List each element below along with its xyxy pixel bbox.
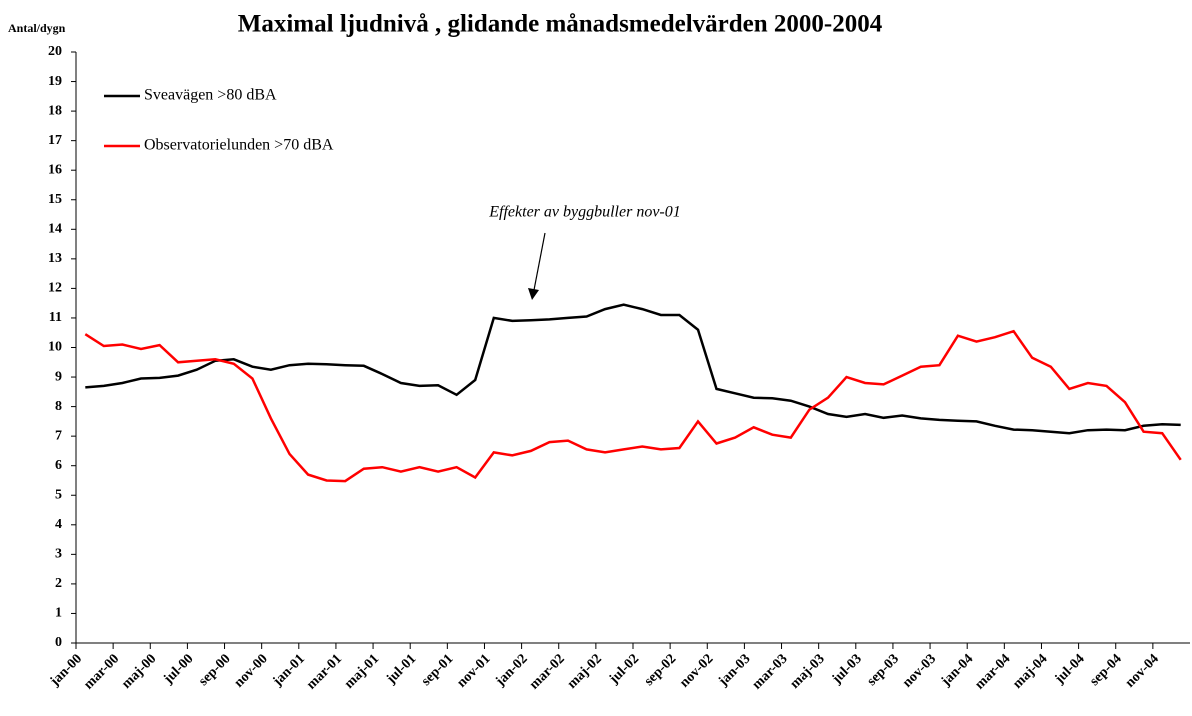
series-line [84,329,1182,483]
y-tick-label: 15 [48,192,62,207]
x-tick-label: jan-02 [492,651,530,689]
y-tick-label: 20 [48,44,62,59]
x-tick-label: nov-02 [677,651,716,690]
legend-box [92,70,398,174]
x-tick-label: mar-04 [972,651,1013,692]
x-tick-label: sep-01 [419,651,457,689]
y-tick-label: 14 [48,222,62,237]
series-line [85,303,1181,435]
x-tick-label: maj-01 [342,651,382,691]
x-tick-label: mar-00 [81,651,122,692]
x-tick-label: jan-04 [938,651,976,689]
x-tick-label: maj-00 [119,651,159,691]
y-tick-label: 8 [55,399,62,414]
chart-title: Maximal ljudnivå , glidande månadsmedelv… [238,11,883,38]
y-tick-label: 12 [48,281,62,296]
x-tick-label: sep-03 [864,651,902,689]
x-tick-label: jul-02 [606,651,642,687]
x-tick-label: jan-03 [715,651,753,689]
y-tick-label: 18 [48,103,62,118]
annotation-arrow [528,232,546,300]
y-tick-label: 17 [48,133,62,148]
x-tick-label: mar-02 [527,651,568,692]
x-tick-label: maj-04 [1010,651,1050,691]
x-tick-label: jan-01 [270,651,308,689]
x-tick-label: jul-01 [383,651,419,687]
y-axis-label: Antal/dygn [8,21,66,35]
y-tick-label: 3 [55,547,62,562]
x-tick-label: nov-01 [454,651,493,690]
x-tick-label: sep-00 [196,651,234,689]
y-tick-label: 16 [48,162,62,177]
legend-label: Sveavägen >80 dBA [144,87,277,104]
x-tick-label: jul-03 [829,651,865,687]
x-tick-label: maj-03 [787,651,827,691]
y-tick-label: 10 [48,340,62,355]
y-tick-label: 4 [55,517,62,532]
y-tick-label: 6 [55,458,62,473]
x-tick-label: jul-00 [160,651,196,687]
y-tick-label: 0 [55,635,62,650]
y-tick-label: 7 [55,428,62,443]
x-tick-label: nov-00 [232,651,271,690]
x-tick-label: sep-02 [642,651,680,689]
y-tick-label: 2 [55,576,62,591]
y-tick-label: 11 [49,310,62,325]
y-tick-label: 5 [55,487,62,502]
annotation: Effekter av byggbuller nov-01 [488,204,681,221]
y-tick-label: 19 [48,74,62,89]
y-tick-label: 1 [55,606,62,621]
legend-label: Observatorielunden >70 dBA [144,137,334,154]
x-tick-label: jul-04 [1052,651,1088,687]
x-tick-label: mar-01 [304,651,345,692]
x-tick-label: sep-04 [1087,651,1125,689]
x-tick-label: nov-03 [900,651,939,690]
x-tick-label: mar-03 [750,651,791,692]
y-tick-label: 9 [55,369,62,384]
x-tick-label: jan-00 [47,651,85,689]
y-tick-label: 13 [48,251,62,266]
x-tick-label: nov-04 [1123,651,1162,690]
x-tick-label: maj-02 [565,651,605,691]
